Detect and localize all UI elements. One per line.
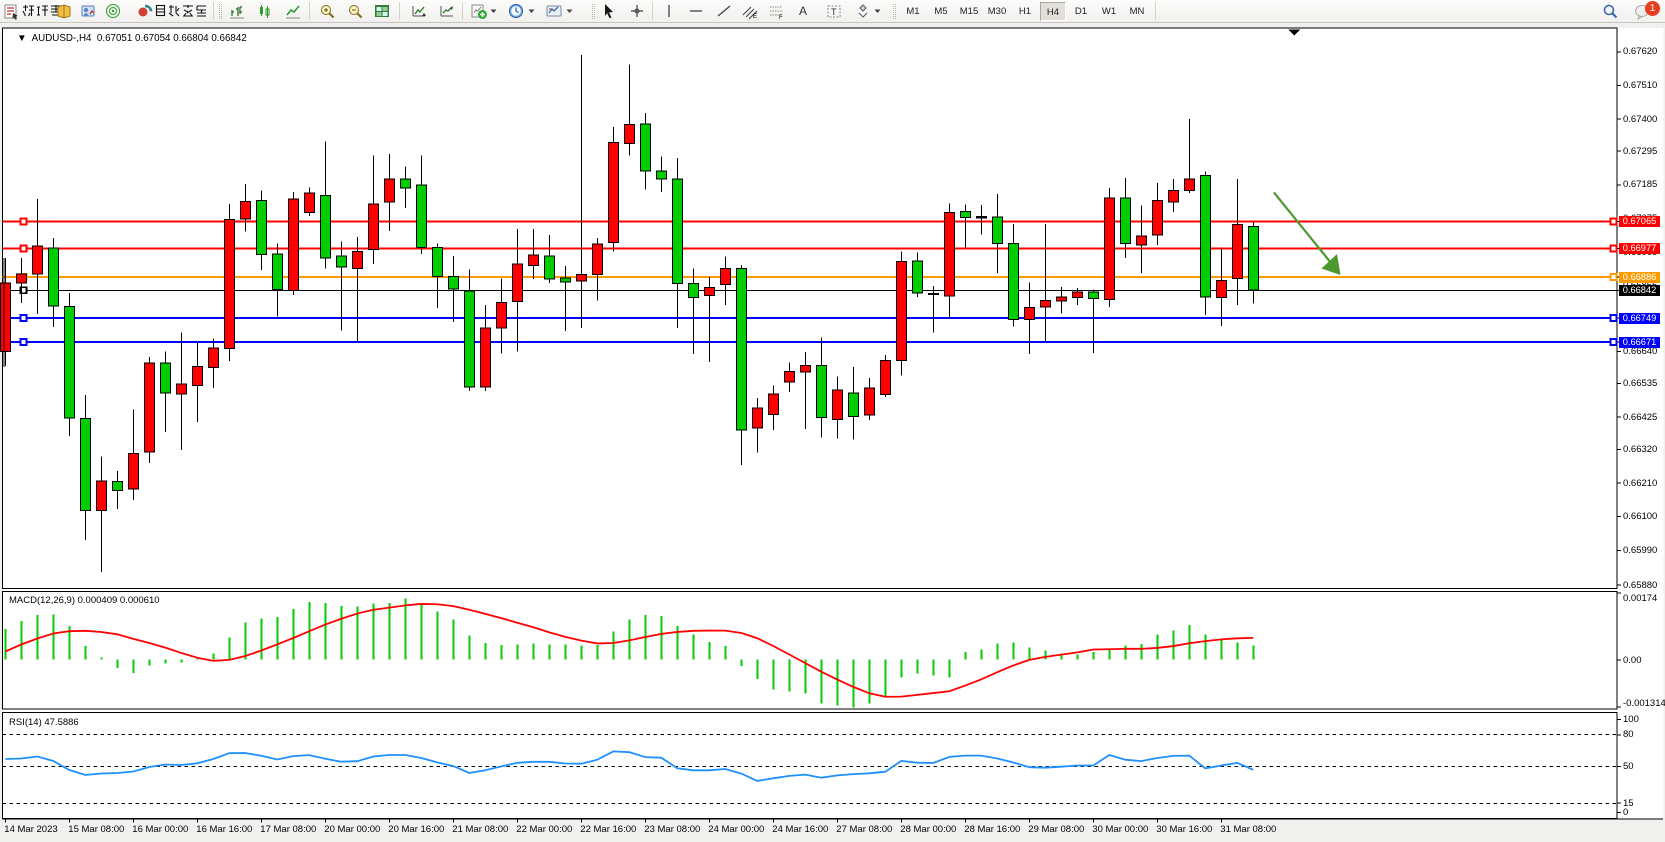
- svg-text:F: F: [779, 15, 783, 20]
- svg-text:T: T: [831, 7, 837, 17]
- svg-text:E: E: [753, 14, 757, 20]
